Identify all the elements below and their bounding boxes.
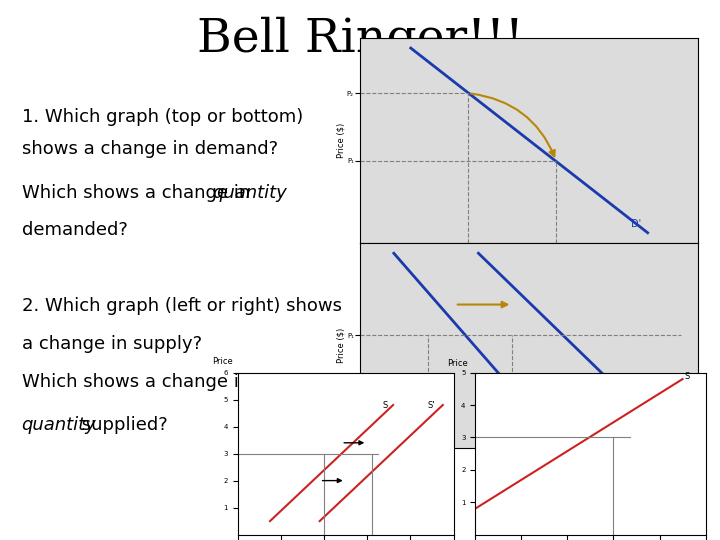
Text: a change in supply?: a change in supply? — [22, 335, 202, 353]
Text: Bell Ringer!!!: Bell Ringer!!! — [197, 16, 523, 62]
Text: D': D' — [631, 219, 641, 228]
Text: S: S — [382, 401, 387, 410]
X-axis label: Quantity: Quantity — [511, 466, 547, 475]
Text: S: S — [685, 372, 690, 381]
Text: shows a change in demand?: shows a change in demand? — [22, 140, 278, 158]
Text: quantity: quantity — [22, 416, 96, 434]
Text: 1. Which graph (top or bottom): 1. Which graph (top or bottom) — [22, 108, 303, 126]
Text: demanded?: demanded? — [22, 221, 127, 239]
Text: Price: Price — [448, 359, 468, 368]
Text: 2. Which graph (left or right) shows: 2. Which graph (left or right) shows — [22, 297, 341, 315]
Text: S': S' — [428, 401, 435, 410]
Y-axis label: Price ($): Price ($) — [336, 328, 346, 363]
Text: quantity: quantity — [212, 184, 287, 201]
Text: supplied?: supplied? — [76, 416, 167, 434]
Text: Which shows a change in: Which shows a change in — [22, 373, 250, 390]
X-axis label: Quantity: Quantity — [511, 261, 547, 270]
Y-axis label: Price ($): Price ($) — [336, 123, 346, 158]
Text: D^F: D^F — [637, 413, 652, 418]
Text: Which shows a change in: Which shows a change in — [22, 184, 256, 201]
Text: D': D' — [529, 425, 538, 434]
Text: Price: Price — [212, 357, 233, 367]
